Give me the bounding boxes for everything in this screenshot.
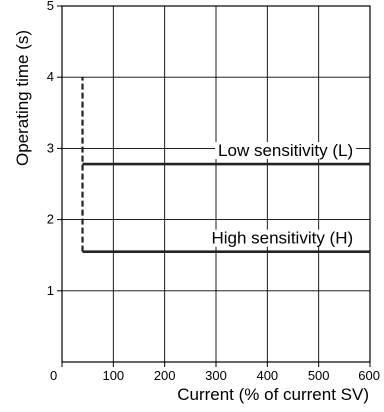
x-tick-label: 500	[308, 368, 330, 383]
y-axis-label: Operating time (s)	[13, 30, 32, 166]
y-tick-label: 2	[47, 212, 54, 227]
x-tick-label: 0	[50, 368, 57, 383]
tick-labels: 1 2 3 4 5 0 100 200 300 400 500 600	[47, 0, 380, 383]
series-label: Low sensitivity (L)	[215, 141, 357, 160]
x-tick-label: 400	[256, 368, 278, 383]
x-tick-label: 300	[205, 368, 227, 383]
x-axis-label: Current (% of current SV)	[177, 385, 369, 404]
x-tick-label: 100	[102, 368, 124, 383]
series-label: High sensitivity (H)	[208, 229, 357, 248]
series-label-text: Low sensitivity (L)	[218, 141, 353, 160]
x-tick-label: 200	[154, 368, 176, 383]
y-tick-label: 3	[47, 140, 54, 155]
y-tick-label: 5	[47, 0, 54, 13]
series-label-bg	[215, 142, 357, 160]
series-label-text: High sensitivity (H)	[211, 229, 353, 248]
x-tick-label: 600	[358, 368, 380, 383]
grid	[62, 6, 370, 362]
series-label-bg	[208, 229, 357, 247]
y-tick-label: 4	[47, 69, 54, 84]
annotations: Low sensitivity (L) High sensitivity (H)	[208, 141, 357, 248]
y-tick-label: 1	[47, 283, 54, 298]
series-layer	[81, 77, 370, 253]
